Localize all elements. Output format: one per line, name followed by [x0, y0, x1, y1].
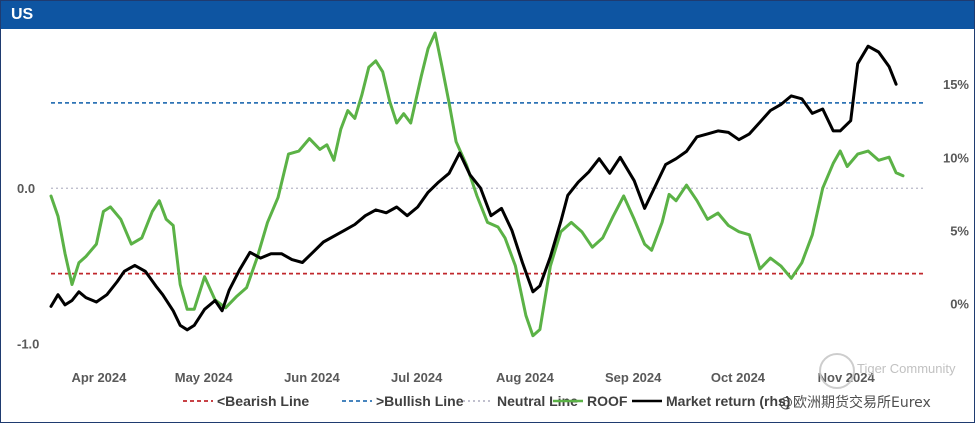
- left-tick-label-0: 0.0: [17, 181, 35, 196]
- legend-label-4: Market return (rhs): [666, 393, 790, 409]
- x-tick-label-0: Apr 2024: [71, 370, 127, 385]
- axis-labels: 0.0 -1.0 15% 10% 5% 0% Apr 2024 May 2024 Jun 202…: [17, 77, 969, 385]
- legend-label-0: <Bearish Line: [217, 393, 309, 409]
- x-tick-label-4: Aug 2024: [496, 370, 555, 385]
- legend-label-2: Neutral Line: [497, 393, 578, 409]
- chart-header: US: [1, 1, 974, 29]
- legend-label-1: >Bullish Line: [376, 393, 464, 409]
- reference-lines: [51, 101, 924, 275]
- right-tick-label-2: 5%: [950, 223, 969, 238]
- right-tick-label-0: 15%: [943, 77, 969, 92]
- x-tick-label-5: Sep 2024: [605, 370, 662, 385]
- right-tick-label-3: 0%: [950, 296, 969, 311]
- series-group: [49, 31, 905, 338]
- x-tick-label-1: May 2024: [175, 370, 234, 385]
- x-tick-label-7: Nov 2024: [818, 370, 876, 385]
- legend: <Bearish Line >Bullish Line Neutral Line RO…: [183, 393, 790, 409]
- series-line-0: [49, 31, 905, 338]
- x-tick-label-3: Jul 2024: [391, 370, 443, 385]
- x-tick-label-6: Oct 2024: [711, 370, 766, 385]
- chart-title: US: [11, 6, 34, 23]
- series-line-1: [49, 44, 898, 332]
- x-tick-label-2: Jun 2024: [284, 370, 340, 385]
- legend-label-3: ROOF: [587, 393, 628, 409]
- right-tick-label-1: 10%: [943, 150, 969, 165]
- left-tick-label-1: -1.0: [17, 336, 39, 351]
